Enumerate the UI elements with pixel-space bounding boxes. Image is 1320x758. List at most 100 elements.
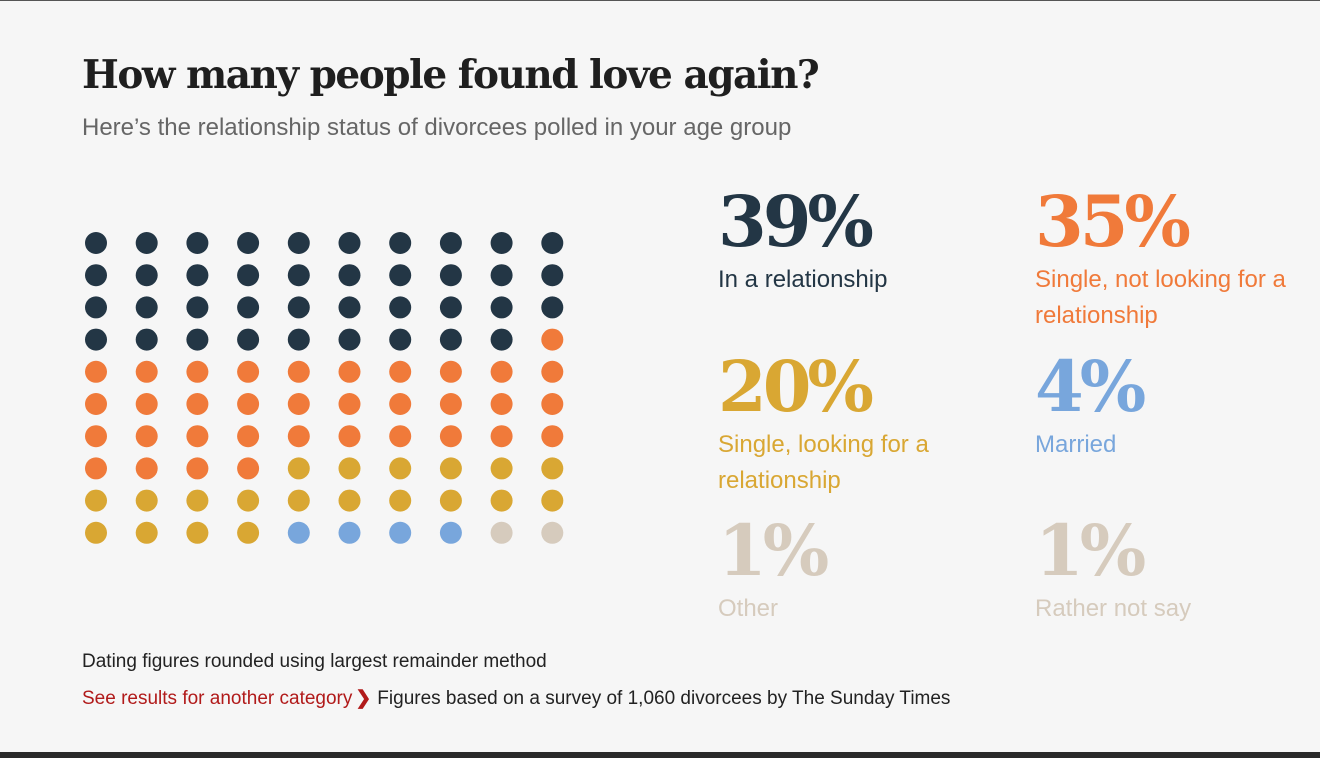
waffle-dot	[338, 457, 361, 480]
waffle-dot	[287, 232, 310, 254]
stat-label: In a relationship	[718, 266, 888, 293]
waffle-dot	[85, 425, 107, 448]
waffle-dot	[490, 264, 513, 287]
stat-married: 4% Married	[1035, 349, 1295, 463]
waffle-dot	[389, 264, 412, 287]
waffle-dot	[287, 360, 310, 383]
waffle-dot	[237, 393, 260, 415]
source-note: Figures based on a survey of 1,060 divor…	[377, 688, 951, 709]
waffle-dot	[541, 296, 564, 319]
waffle-dot	[186, 489, 209, 512]
waffle-dot	[439, 425, 462, 448]
waffle-dot	[439, 360, 462, 383]
waffle-dot	[389, 328, 412, 351]
waffle-dot	[439, 521, 462, 544]
chart-title: How many people found love again?	[82, 52, 820, 98]
waffle-dot	[389, 296, 412, 319]
waffle-dot	[287, 393, 310, 415]
waffle-dot	[439, 328, 462, 351]
waffle-dot	[389, 425, 412, 448]
waffle-dot	[541, 489, 564, 512]
waffle-dot	[490, 489, 513, 512]
waffle-dot	[338, 425, 361, 448]
waffle-dot	[186, 264, 209, 287]
waffle-dot	[237, 360, 260, 383]
waffle-dot	[338, 393, 361, 415]
waffle-dot	[490, 360, 513, 383]
stat-value: 39%	[718, 180, 874, 263]
waffle-dot	[186, 457, 209, 480]
waffle-dot	[389, 521, 412, 544]
waffle-dot	[237, 296, 260, 319]
waffle-dot	[85, 360, 107, 383]
waffle-dot	[541, 425, 564, 448]
waffle-dot	[135, 425, 158, 448]
stat-value: 4%	[1035, 345, 1146, 428]
waffle-dot	[135, 489, 158, 512]
waffle-dot	[186, 425, 209, 448]
waffle-dot	[186, 328, 209, 351]
waffle-dot	[135, 521, 158, 544]
waffle-dot	[439, 457, 462, 480]
waffle-dot	[490, 393, 513, 415]
waffle-dot	[287, 328, 310, 351]
stat-in-relationship: 39% In a relationship	[718, 184, 978, 298]
waffle-dot	[287, 457, 310, 480]
waffle-dot	[287, 521, 310, 544]
chevron-right-icon[interactable]: ❯	[355, 688, 372, 709]
waffle-dot	[541, 232, 564, 254]
waffle-dot	[490, 521, 513, 544]
waffle-dot	[490, 232, 513, 254]
waffle-dot	[287, 264, 310, 287]
waffle-dot	[338, 489, 361, 512]
waffle-dot	[135, 328, 158, 351]
waffle-dot	[186, 393, 209, 415]
top-rule	[0, 0, 1320, 1]
waffle-dot	[490, 296, 513, 319]
waffle-dot	[389, 489, 412, 512]
waffle-dot	[338, 360, 361, 383]
stat-value: 20%	[718, 345, 874, 428]
waffle-dot	[389, 232, 412, 254]
footnote: Dating figures rounded using largest rem…	[82, 651, 547, 672]
stat-label: Single, looking for a relationship	[718, 431, 929, 494]
waffle-dot	[186, 521, 209, 544]
waffle-dot	[237, 521, 260, 544]
waffle-dot	[135, 457, 158, 480]
waffle-dot	[490, 425, 513, 448]
waffle-dot	[541, 521, 564, 544]
stat-label: Married	[1035, 431, 1117, 458]
waffle-dot	[439, 296, 462, 319]
waffle-dot	[338, 521, 361, 544]
waffle-dot	[135, 296, 158, 319]
waffle-dot	[389, 360, 412, 383]
waffle-dot	[237, 489, 260, 512]
waffle-dot	[439, 264, 462, 287]
waffle-dot	[237, 425, 260, 448]
see-other-category-link[interactable]: See results for another category	[82, 688, 353, 709]
waffle-dot	[490, 328, 513, 351]
bottom-bar	[0, 752, 1320, 758]
waffle-dot	[186, 360, 209, 383]
waffle-dot	[85, 296, 107, 319]
waffle-dot	[338, 328, 361, 351]
waffle-dot	[389, 393, 412, 415]
waffle-dot	[541, 360, 564, 383]
waffle-dot	[389, 457, 412, 480]
waffle-dot	[338, 264, 361, 287]
waffle-dot	[237, 328, 260, 351]
waffle-dot	[287, 296, 310, 319]
waffle-dot	[541, 328, 564, 351]
waffle-dot	[439, 489, 462, 512]
chart-subtitle: Here’s the relationship status of divorc…	[82, 114, 792, 141]
waffle-dot	[490, 457, 513, 480]
waffle-dot	[237, 264, 260, 287]
waffle-chart	[85, 232, 564, 544]
waffle-dot	[85, 232, 107, 254]
waffle-dot	[85, 328, 107, 351]
waffle-dot	[237, 232, 260, 254]
waffle-dot	[439, 232, 462, 254]
waffle-dot	[135, 232, 158, 254]
waffle-dot	[135, 360, 158, 383]
waffle-dot	[85, 393, 107, 415]
